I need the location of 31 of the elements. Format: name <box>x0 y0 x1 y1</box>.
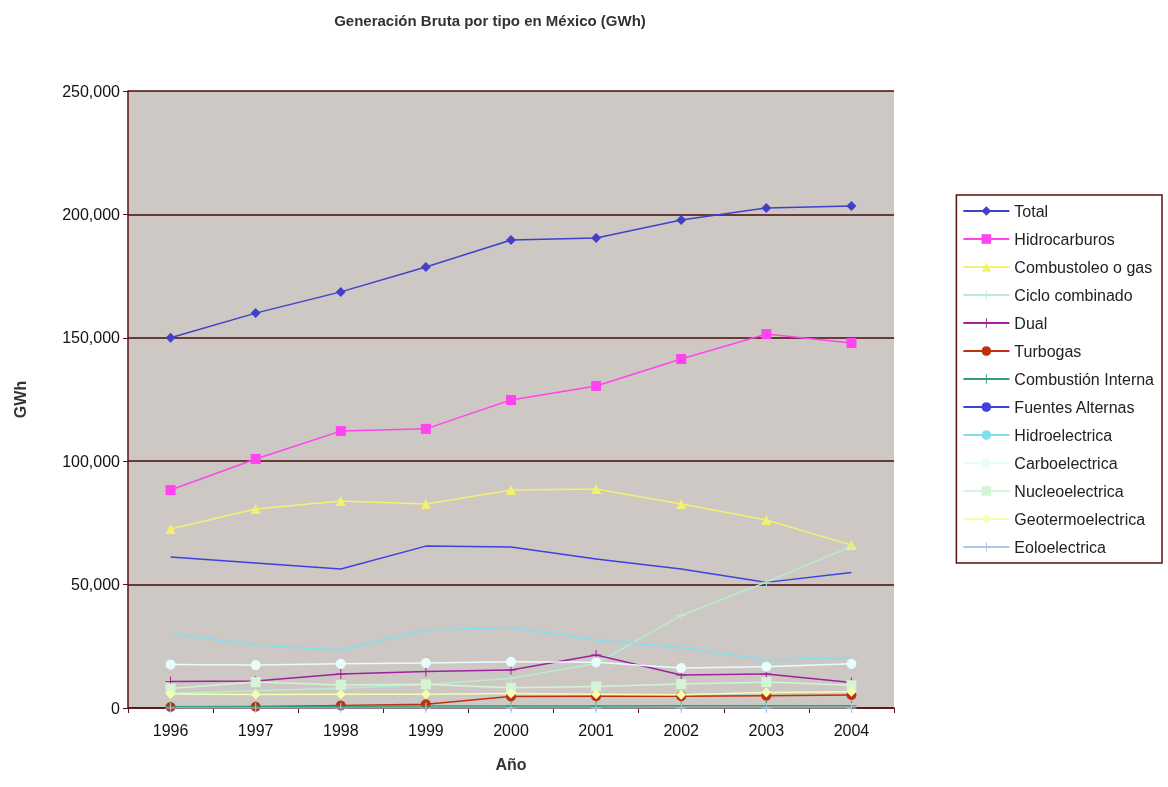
y-tick-label: 50,000 <box>71 576 121 594</box>
x-tick-label: 2004 <box>833 721 870 739</box>
y-tick-label: 0 <box>111 699 121 717</box>
chart-title: Generación Bruta por tipo en México (GWh) <box>334 12 646 29</box>
legend-label: Fuentes Alternas <box>1014 398 1135 416</box>
legend-label: Hidroelectrica <box>1014 426 1113 444</box>
y-tick-label: 250,000 <box>62 82 121 100</box>
x-tick-label: 2003 <box>748 721 785 739</box>
x-axis-title: Año <box>495 755 527 773</box>
y-tick-label: 100,000 <box>62 452 121 470</box>
legend-label: Eoloelectrica <box>1014 538 1107 556</box>
legend-label: Combustoleo o gas <box>1014 258 1153 276</box>
legend-label: Turbogas <box>1014 342 1082 360</box>
legend-label: Total <box>1014 202 1049 220</box>
legend-label: Combustión Interna <box>1014 370 1155 388</box>
x-tick-label: 2000 <box>493 721 529 739</box>
y-axis-title: GWh <box>11 380 29 419</box>
legend-label: Carboelectrica <box>1014 454 1118 472</box>
legend-label: Dual <box>1014 314 1048 332</box>
x-tick-label: 1999 <box>408 721 444 739</box>
x-tick-label: 2001 <box>578 721 615 739</box>
legend-label: Geotermoelectrica <box>1014 510 1146 528</box>
y-tick-label: 200,000 <box>62 205 121 223</box>
x-tick-label: 1996 <box>152 721 189 739</box>
x-tick-label: 1997 <box>237 721 274 739</box>
y-tick-label: 150,000 <box>62 329 121 347</box>
legend-label: Ciclo combinado <box>1014 286 1133 304</box>
legend-label: Nucleoelectrica <box>1014 482 1124 500</box>
x-tick-label: 2002 <box>663 721 700 739</box>
legend-label: Hidrocarburos <box>1014 230 1115 248</box>
x-tick-label: 1998 <box>322 721 359 739</box>
